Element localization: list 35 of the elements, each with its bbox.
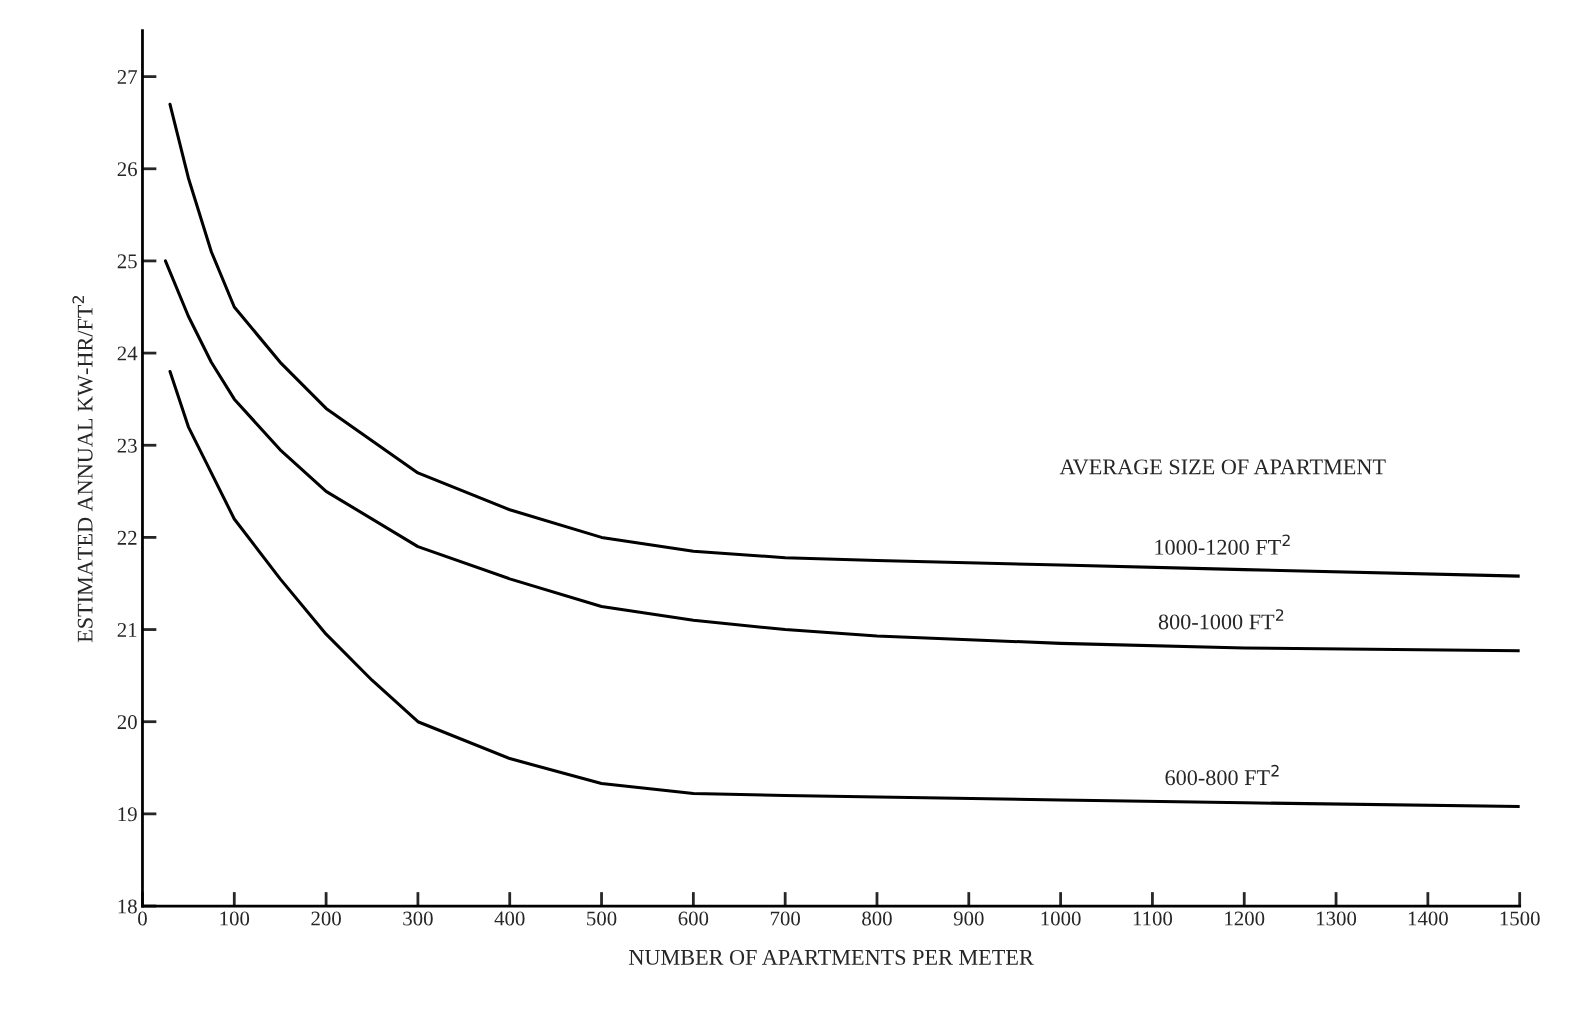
line-series: [168, 369, 1520, 809]
x-tick-label: 300: [403, 911, 433, 926]
y-tick-label: 26: [117, 162, 137, 177]
y-tick-label: 19: [118, 807, 137, 822]
x-tick-label: 100: [220, 911, 250, 926]
legend-title: AVERAGE SIZE OF APARTMENT: [1059, 459, 1386, 475]
x-tick-label: 1400: [1408, 911, 1448, 926]
y-tick-label: 18: [118, 899, 137, 914]
y-tick-label: 20: [117, 715, 137, 730]
series-label: 800-1000 FT$^{2}$: [1158, 609, 1284, 630]
y-axis-title: ESTIMATED ANNUAL KW-HR/FT$^{2}$: [72, 296, 93, 643]
y-tick-label: 25: [117, 254, 137, 269]
line-series: [163, 259, 1520, 653]
y-tick-label: 21: [117, 622, 137, 637]
series-label: 1000-1200 FT$^{2}$: [1155, 534, 1290, 555]
x-tick-label: 1200: [1225, 911, 1265, 926]
x-tick-label: 1300: [1317, 911, 1357, 926]
x-tick-label: 1000: [1041, 911, 1081, 926]
x-tick-label: 200: [311, 911, 341, 926]
x-tick-label: 600: [678, 911, 709, 926]
x-tick-label: 0: [138, 911, 147, 926]
x-tick-label: 1100: [1133, 911, 1173, 926]
y-tick-label: 23: [117, 438, 137, 453]
x-tick-label: 700: [770, 911, 800, 926]
x-tick-label: 400: [494, 911, 525, 926]
y-tick-label: 22: [117, 530, 137, 545]
x-tick-label: 900: [953, 911, 984, 926]
x-tick-label: 800: [862, 911, 892, 926]
y-tick-label: 24: [117, 346, 138, 361]
y-tick-label: 27: [117, 70, 138, 84]
x-tick-label: 500: [587, 911, 617, 926]
line-series: [168, 102, 1520, 578]
x-tick-label: 1500: [1500, 911, 1540, 926]
x-axis-title: NUMBER OF APARTMENTS PER METER: [629, 949, 1034, 965]
series-label: 600-800 FT$^{2}$: [1165, 764, 1279, 786]
